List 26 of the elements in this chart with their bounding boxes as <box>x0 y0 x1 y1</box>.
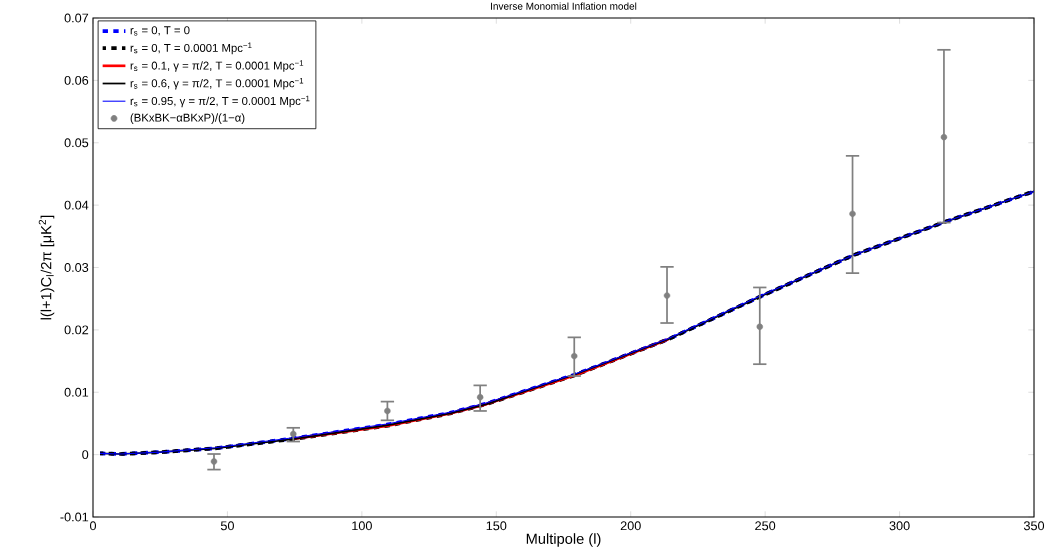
legend-label: r$_{s}$ = 0.6, γ = π/2, T = 0.0001 Mpc$^{−1}$ <box>130 77 304 90</box>
x-tick-label: 100 <box>352 521 372 531</box>
x-tick-label: 300 <box>889 521 910 531</box>
y-tick-label: 0 <box>82 450 89 460</box>
x-tick-label: 200 <box>620 521 641 531</box>
legend-label: r$_{s}$ = 0, T = 0.0001 Mpc$^{−1}$ <box>130 42 252 55</box>
x-tick-label: 0 <box>89 521 97 531</box>
legend-label: (BKxBK−αBKxP)/(1−α) <box>130 113 245 124</box>
legend-label: r$_{s}$ = 0, T = 0 <box>130 26 190 36</box>
y-tick-label: 0.07 <box>64 13 89 23</box>
y-tick-label: 0.03 <box>64 263 89 272</box>
legend-label: r$_{s}$ = 0.95, γ = π/2, T = 0.0001 Mpc$^{−1}$ <box>130 95 310 108</box>
legend-label: r$_{s}$ = 0.1, γ = π/2, T = 0.0001 Mpc$^{−1}$ <box>130 60 304 72</box>
y-tick-label: 0.06 <box>64 75 89 85</box>
y-tick-label: -0.01 <box>60 512 89 522</box>
x-tick-label: 50 <box>220 521 234 531</box>
y-tick-label: 0.02 <box>64 325 89 335</box>
x-tick-label: 150 <box>486 521 507 531</box>
x-tick-label: 350 <box>1023 521 1045 531</box>
x-axis-title: Multipole (l) <box>526 533 601 547</box>
y-axis-title: l(l+1)C$_{l}$/2π [μK$^{2}$] <box>38 215 55 320</box>
y-tick-label: 0.05 <box>64 138 89 148</box>
y-tick-label: 0.04 <box>64 200 89 210</box>
x-tick-label: 250 <box>755 521 776 531</box>
y-tick-label: 0.01 <box>64 387 89 397</box>
chart-title: Inverse Monomial Inflation model <box>491 2 637 10</box>
